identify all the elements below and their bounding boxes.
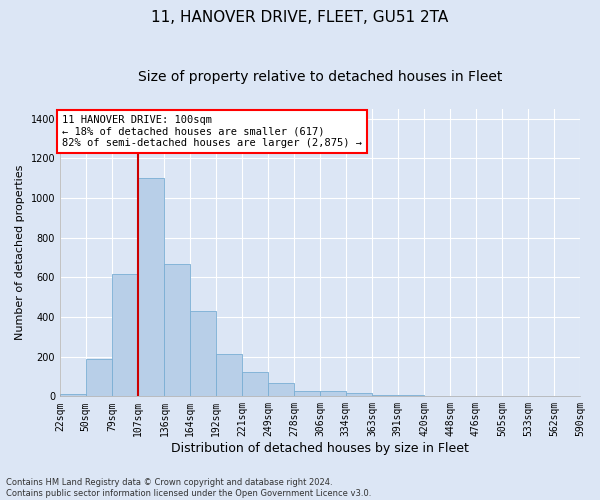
Bar <box>320 392 346 396</box>
Bar <box>346 394 372 396</box>
Bar <box>138 178 164 396</box>
Y-axis label: Number of detached properties: Number of detached properties <box>15 165 25 340</box>
Bar <box>242 372 268 396</box>
Text: Contains HM Land Registry data © Crown copyright and database right 2024.
Contai: Contains HM Land Registry data © Crown c… <box>6 478 371 498</box>
Text: 11, HANOVER DRIVE, FLEET, GU51 2TA: 11, HANOVER DRIVE, FLEET, GU51 2TA <box>151 10 449 25</box>
Bar <box>112 274 138 396</box>
Text: 11 HANOVER DRIVE: 100sqm
← 18% of detached houses are smaller (617)
82% of semi-: 11 HANOVER DRIVE: 100sqm ← 18% of detach… <box>62 114 362 148</box>
Title: Size of property relative to detached houses in Fleet: Size of property relative to detached ho… <box>138 70 502 84</box>
Bar <box>295 392 320 396</box>
Bar <box>372 394 398 396</box>
X-axis label: Distribution of detached houses by size in Fleet: Distribution of detached houses by size … <box>171 442 469 455</box>
Bar <box>86 358 112 397</box>
Bar <box>164 264 190 396</box>
Bar <box>268 384 295 396</box>
Bar <box>190 311 215 396</box>
Bar <box>215 354 242 397</box>
Bar <box>60 394 86 396</box>
